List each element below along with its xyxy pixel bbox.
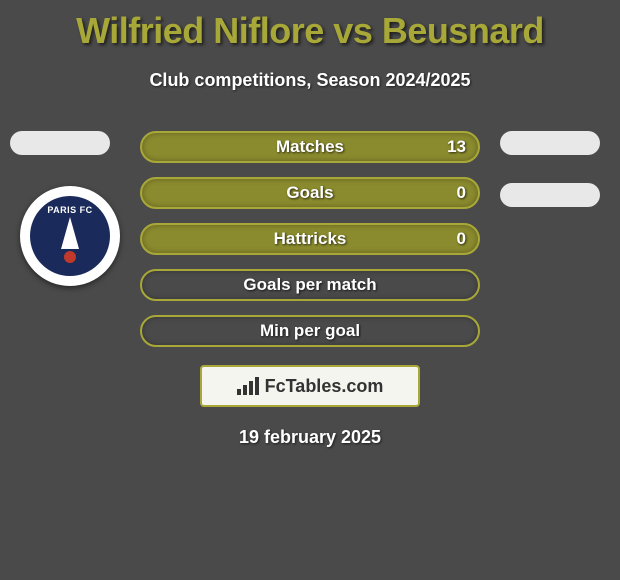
site-tag-text: FcTables.com: [265, 376, 384, 397]
stat-row: Hattricks 0: [140, 223, 480, 255]
stat-label: Goals per match: [243, 275, 376, 295]
bars-icon: [237, 377, 259, 395]
stat-row: Matches 13: [140, 131, 480, 163]
eiffel-icon: [61, 217, 79, 249]
stat-value-right: 0: [457, 229, 466, 249]
stat-label: Hattricks: [274, 229, 347, 249]
stat-value-right: 0: [457, 183, 466, 203]
stat-row: Goals per match: [140, 269, 480, 301]
player-left-pill: [10, 131, 110, 155]
comparison-panel: PARIS FC Matches13Goals0Hattricks0Goals …: [0, 131, 620, 448]
stat-rows: Matches 13 Goals 0 Hattricks 0 Goals per match…: [140, 131, 480, 347]
stat-row: Goals 0: [140, 177, 480, 209]
stat-label: Matches: [276, 137, 344, 157]
player-right-pill-2: [500, 183, 600, 207]
ball-icon: [64, 251, 76, 263]
site-tag: FcTables.com: [200, 365, 420, 407]
paris-fc-logo: PARIS FC: [30, 196, 110, 276]
stat-row: Min per goal: [140, 315, 480, 347]
club-badge: PARIS FC: [20, 186, 120, 286]
stat-label: Goals: [286, 183, 333, 203]
date-line: 19 february 2025: [0, 427, 620, 448]
page-title: Wilfried Niflore vs Beusnard: [0, 0, 620, 52]
badge-text: PARIS FC: [47, 205, 92, 215]
player-right-pill-1: [500, 131, 600, 155]
stat-label: Min per goal: [260, 321, 360, 341]
subtitle: Club competitions, Season 2024/2025: [0, 70, 620, 91]
stat-value-right: 13: [447, 137, 466, 157]
